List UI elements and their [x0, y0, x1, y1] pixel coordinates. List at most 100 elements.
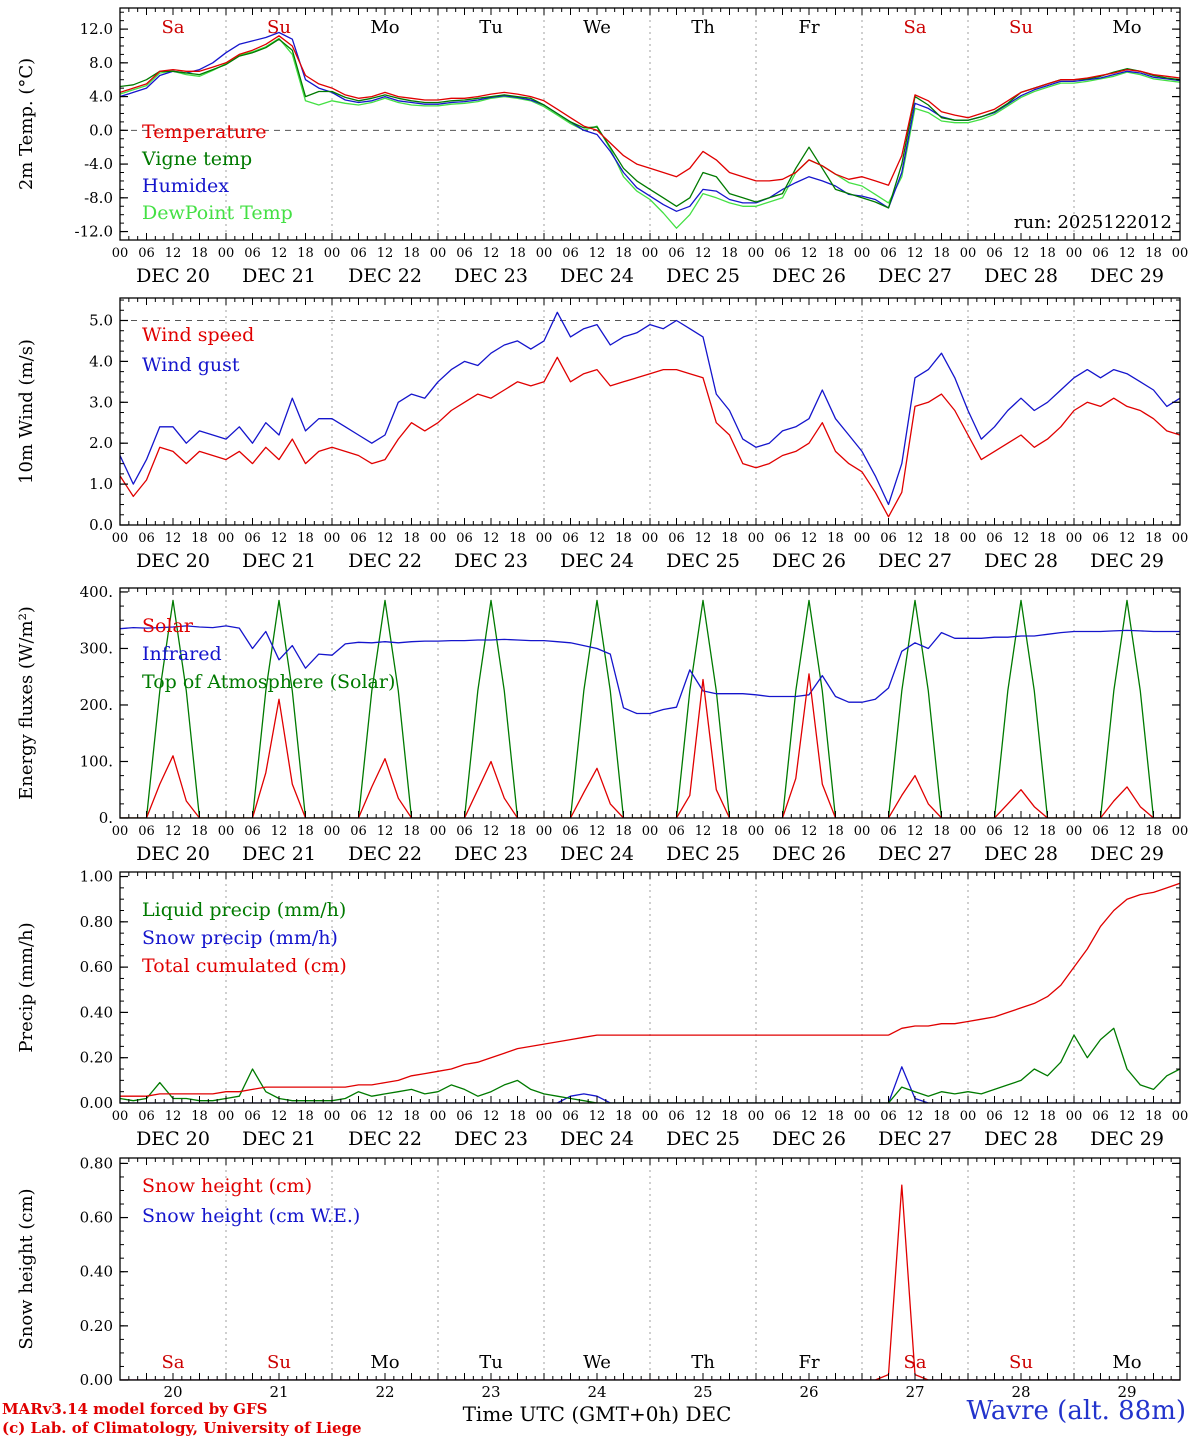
hour-tick-label: 00 — [1172, 824, 1189, 839]
hour-tick-label: 00 — [748, 824, 765, 839]
hour-tick-label: 18 — [1039, 1109, 1056, 1124]
hour-tick-label: 00 — [430, 246, 447, 261]
hour-tick-label: 12 — [695, 824, 712, 839]
hour-tick-label: 06 — [562, 1109, 579, 1124]
hour-tick-label: 06 — [1092, 246, 1109, 261]
hour-tick-label: 06 — [562, 824, 579, 839]
hour-tick-label: 18 — [827, 1109, 844, 1124]
day-number-label: 28 — [1011, 1383, 1030, 1401]
hour-tick-label: 18 — [615, 824, 632, 839]
weekday-label: Su — [267, 17, 291, 38]
hour-tick-label: 12 — [1013, 246, 1030, 261]
hour-tick-label: 18 — [1039, 531, 1056, 546]
weekday-label: Fr — [798, 17, 819, 38]
hour-tick-label: 06 — [456, 1109, 473, 1124]
hour-tick-label: 00 — [854, 1109, 871, 1124]
hour-tick-label: 06 — [350, 246, 367, 261]
y-tick-label: 12.0 — [80, 20, 113, 38]
hour-tick-label: 12 — [1013, 531, 1030, 546]
series-total-cumulated-cm- — [120, 882, 1180, 1097]
hour-tick-label: 12 — [695, 246, 712, 261]
series-temperature — [120, 35, 1180, 186]
hour-tick-label: 00 — [112, 246, 129, 261]
date-label: DEC 29 — [1090, 1128, 1164, 1150]
date-label: DEC 25 — [666, 1128, 740, 1150]
hour-tick-label: 12 — [1013, 1109, 1030, 1124]
y-tick-label: 200. — [80, 696, 113, 714]
hour-tick-label: 12 — [801, 824, 818, 839]
weekday-label: Tu — [479, 17, 503, 38]
series-humidex — [120, 31, 1180, 212]
date-label: DEC 27 — [878, 265, 952, 287]
date-label: DEC 21 — [242, 843, 316, 865]
y-axis-title: Snow height (cm) — [16, 1188, 37, 1349]
weekday-label: Mo — [370, 1352, 399, 1373]
hour-tick-label: 00 — [536, 824, 553, 839]
weekday-label: Mo — [1112, 1352, 1141, 1373]
y-tick-label: -8.0 — [84, 189, 113, 207]
series-solar — [120, 673, 1180, 818]
date-label: DEC 22 — [348, 1128, 422, 1150]
hour-tick-label: 00 — [536, 531, 553, 546]
legend-infrared: Infrared — [142, 643, 222, 665]
hour-tick-label: 12 — [483, 1109, 500, 1124]
hour-tick-label: 18 — [1145, 824, 1162, 839]
legend-total-cumulated-cm-: Total cumulated (cm) — [142, 955, 347, 977]
weekday-label: Mo — [1112, 17, 1141, 38]
hour-tick-label: 12 — [271, 824, 288, 839]
hour-tick-label: 06 — [880, 1109, 897, 1124]
y-tick-label: 0.00 — [80, 1094, 113, 1112]
hour-tick-label: 00 — [218, 531, 235, 546]
y-tick-label: 400. — [80, 583, 113, 601]
legend-snow-height-cm-w-e-: Snow height (cm W.E.) — [142, 1205, 360, 1227]
date-label: DEC 20 — [136, 550, 210, 572]
date-label: DEC 24 — [560, 265, 634, 287]
legend-temperature: Temperature — [142, 121, 266, 143]
hour-tick-label: 00 — [960, 531, 977, 546]
y-tick-label: 8.0 — [89, 54, 113, 72]
day-number-label: 25 — [693, 1383, 712, 1401]
hour-tick-label: 18 — [297, 531, 314, 546]
hour-tick-label: 12 — [165, 1109, 182, 1124]
hour-tick-label: 18 — [721, 246, 738, 261]
hour-tick-label: 18 — [615, 246, 632, 261]
hour-tick-label: 00 — [960, 246, 977, 261]
date-label: DEC 29 — [1090, 550, 1164, 572]
y-tick-label: 0.60 — [80, 958, 113, 976]
hour-tick-label: 18 — [297, 246, 314, 261]
date-label: DEC 26 — [772, 265, 846, 287]
hour-tick-label: 06 — [456, 246, 473, 261]
date-label: DEC 24 — [560, 843, 634, 865]
y-axis-title: 10m Wind (m/s) — [16, 339, 37, 484]
date-label: DEC 28 — [984, 1128, 1058, 1150]
hour-tick-label: 18 — [509, 824, 526, 839]
hour-tick-label: 00 — [960, 824, 977, 839]
weekday-label: Sa — [161, 1352, 184, 1373]
hour-tick-label: 06 — [986, 824, 1003, 839]
y-tick-label: 0.40 — [80, 1003, 113, 1021]
hour-tick-label: 00 — [536, 246, 553, 261]
hour-tick-label: 18 — [509, 531, 526, 546]
series-infrared — [120, 625, 1180, 715]
hour-tick-label: 18 — [191, 1109, 208, 1124]
date-label: DEC 21 — [242, 1128, 316, 1150]
panel-energy_fluxes: 0. 100. 200. 300. 400. 00 06 12 18 00 06 12 18 00 06 12… — [16, 583, 1188, 865]
y-tick-label: 4.0 — [89, 352, 113, 370]
legend-snow-height-cm-: Snow height (cm) — [142, 1175, 312, 1197]
hour-tick-label: 00 — [1172, 246, 1189, 261]
hour-tick-label: 18 — [721, 531, 738, 546]
hour-tick-label: 12 — [695, 531, 712, 546]
hour-tick-label: 00 — [960, 1109, 977, 1124]
hour-tick-label: 06 — [244, 531, 261, 546]
hour-tick-label: 06 — [562, 531, 579, 546]
hour-tick-label: 00 — [854, 531, 871, 546]
legend-vigne-temp: Vigne temp — [141, 148, 252, 170]
hour-tick-label: 00 — [1066, 531, 1083, 546]
series-wind-speed — [120, 356, 1180, 518]
date-label: DEC 23 — [454, 550, 528, 572]
date-label: DEC 24 — [560, 550, 634, 572]
hour-tick-label: 00 — [854, 824, 871, 839]
legend-snow-precip-mm-h-: Snow precip (mm/h) — [142, 927, 338, 949]
y-tick-label: 3.0 — [89, 393, 113, 411]
